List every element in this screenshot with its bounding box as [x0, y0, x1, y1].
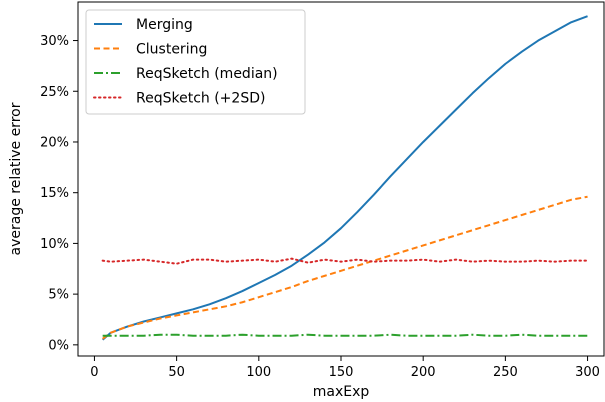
series-line-4 [101, 257, 589, 265]
axis-ticks: 0 50 100 150 200 250 300 0% 5% 10% 15% 20% 25% 30% [40, 34, 600, 380]
y-tick-label: 5% [48, 288, 69, 303]
x-tick-label: 150 [329, 365, 354, 380]
x-tick-label: 0 [90, 365, 98, 380]
legend-box [85, 9, 306, 115]
x-tick-label: 300 [575, 365, 600, 380]
y-tick-label: 0% [48, 338, 69, 353]
series-line-2 [102, 195, 588, 340]
x-tick-label: 50 [168, 365, 185, 380]
y-tick-label: 30% [40, 34, 69, 49]
y-tick-label: 20% [40, 135, 69, 150]
series-line-1 [102, 15, 588, 341]
legend-label: ReqSketch (median) [136, 66, 278, 82]
plot-area [101, 15, 589, 341]
x-tick-label: 250 [493, 365, 518, 380]
legend-label: ReqSketch (+2SD) [136, 91, 265, 107]
y-tick-label: 15% [40, 186, 69, 201]
y-axis-label: average relative error [8, 102, 24, 255]
y-tick-label: 25% [40, 85, 69, 100]
legend-label: Merging [136, 17, 193, 33]
x-tick-label: 100 [246, 365, 271, 380]
plot-frame [77, 1, 605, 357]
y-tick-label: 10% [40, 237, 69, 252]
x-axis-label: maxExp [313, 384, 370, 400]
series-line-3 [102, 333, 588, 337]
legend: Merging Clustering ReqSketch (median) ReqSk… [85, 9, 306, 115]
x-tick-label: 200 [411, 365, 436, 380]
legend-label: Clustering [136, 42, 207, 58]
